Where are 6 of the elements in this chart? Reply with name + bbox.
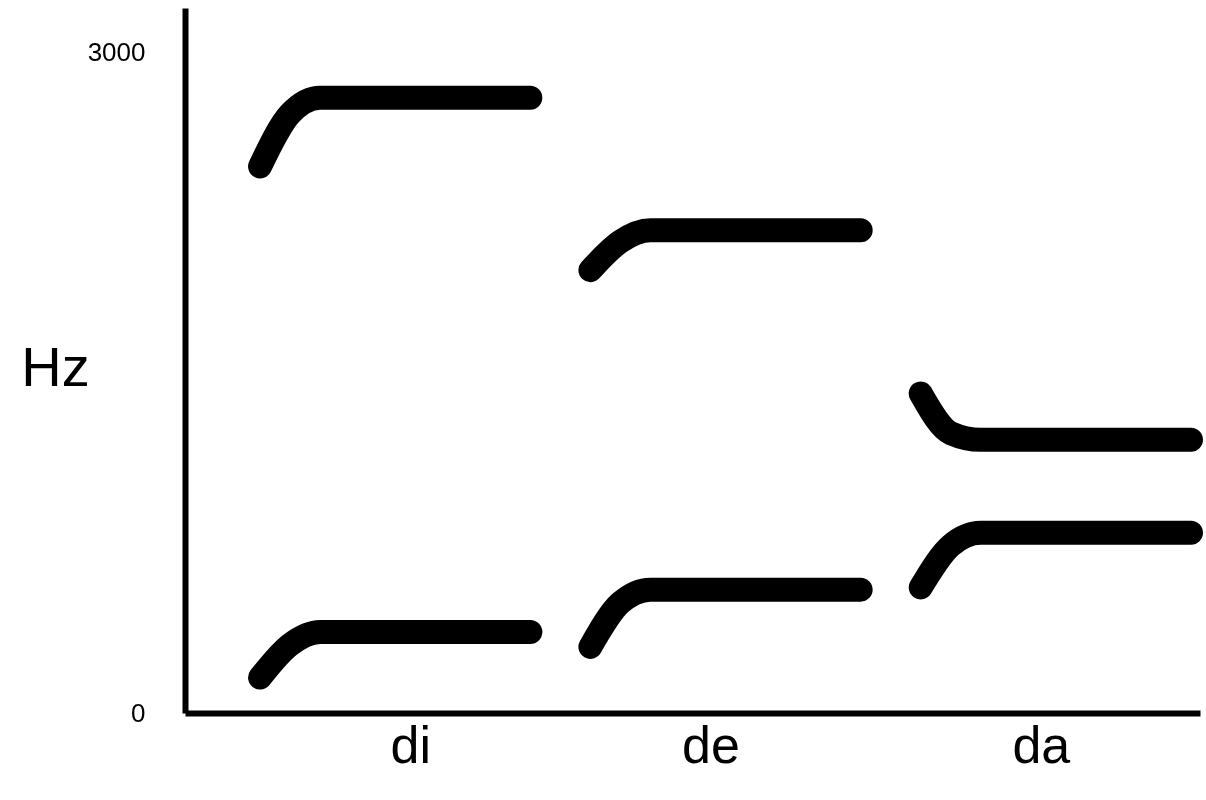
y-tick-label: 0 [131, 697, 146, 728]
y-axis-title: Hz [21, 334, 90, 398]
y-tick-label: 3000 [87, 36, 146, 67]
x-tick-label: de [682, 715, 740, 774]
x-tick-label: da [1012, 715, 1071, 774]
x-tick-label: di [390, 715, 431, 774]
